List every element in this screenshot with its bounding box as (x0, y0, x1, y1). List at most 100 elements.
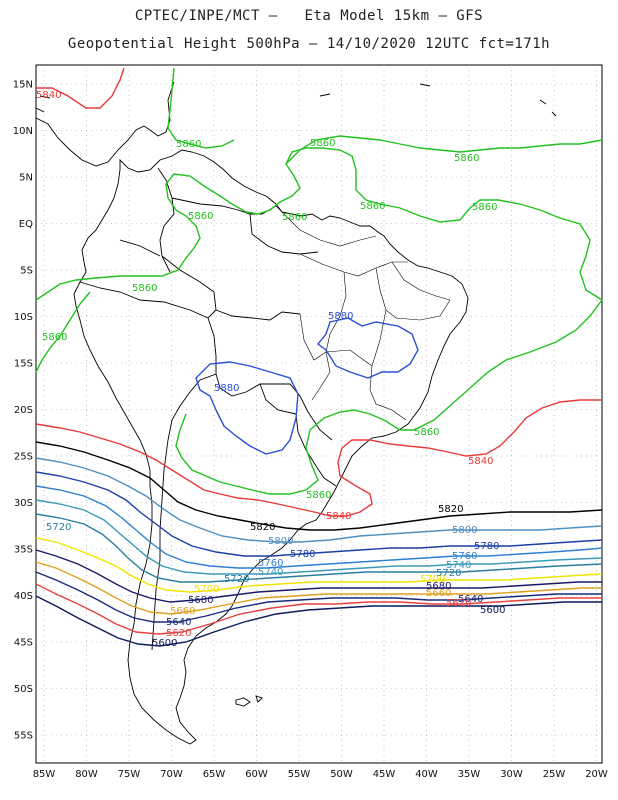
contour-label-5680: 5680 (426, 581, 451, 592)
contour-label-5680: 5680 (188, 595, 213, 606)
contour-5820-line (35, 441, 603, 531)
longitude-tick-label: 20W (585, 769, 608, 780)
contour-label-5800: 5800 (268, 536, 293, 547)
latitude-tick-label: 10N (13, 126, 33, 137)
contour-5860-line (167, 67, 235, 149)
latitude-tick-label: 50S (14, 684, 33, 695)
contour-label-5860: 5860 (42, 332, 67, 343)
latitude-tick-label: 10S (14, 312, 33, 323)
contour-5860-line (35, 291, 91, 373)
latitude-tick-label: 5S (20, 266, 33, 277)
contour-5740-line (35, 499, 603, 575)
contour-label-5600: 5600 (480, 605, 505, 616)
contour-label-5860: 5860 (310, 138, 335, 149)
contour-label-5860: 5860 (360, 201, 385, 212)
country-borders (79, 167, 337, 651)
coastlines (35, 81, 557, 745)
caribbean-islands (35, 83, 557, 117)
contour-label-5600: 5600 (152, 638, 177, 649)
contour-label-5720: 5720 (436, 568, 461, 579)
contour-label-5660: 5660 (170, 606, 195, 617)
axis-ticks: 15N 10N 5N EQ 5S 10S 15S 20S 25S 30S 35S 40S 45S 50S 5… (13, 80, 608, 781)
longitude-tick-label: 75W (118, 769, 141, 780)
contour-label-5820: 5820 (250, 522, 275, 533)
longitude-tick-label: 65W (203, 769, 226, 780)
contour-label-5860: 5860 (454, 153, 479, 164)
chart-title: CPTEC/INPE/MCT – Eta Model 15km – GFS (134, 8, 484, 24)
contour-5860-line (285, 135, 603, 165)
contour-label-5720: 5720 (224, 574, 249, 585)
longitude-tick-label: 30W (500, 769, 523, 780)
longitude-tick-label: 25W (543, 769, 566, 780)
contour-label-5860: 5860 (414, 427, 439, 438)
longitude-tick-label: 80W (75, 769, 98, 780)
contour-label-5860: 5860 (472, 202, 497, 213)
latitude-tick-label: 15S (14, 359, 33, 370)
contour-label-5860: 5860 (132, 283, 157, 294)
graticule (36, 65, 602, 763)
contour-label-5780: 5780 (474, 541, 499, 552)
falkland-islands (235, 695, 263, 707)
contour-5620-line (35, 583, 602, 635)
contour-5840-line (35, 399, 602, 517)
contour-label-5700: 5700 (194, 584, 219, 595)
latitude-tick-label: 5N (19, 173, 33, 184)
contour-label-5640: 5640 (166, 617, 191, 628)
latitude-tick-label: 15N (13, 80, 33, 91)
longitude-tick-label: 35W (458, 769, 481, 780)
contour-5600-line (35, 595, 602, 647)
map-frame (35, 64, 603, 764)
contour-5860-line (175, 299, 603, 495)
longitude-tick-label: 40W (415, 769, 438, 780)
contour-label-5860: 5860 (176, 139, 201, 150)
south-america-coast (73, 149, 469, 745)
contour-label-5760: 5760 (258, 558, 283, 569)
latitude-tick-label: 40S (14, 591, 33, 602)
contour-5800-line (35, 457, 603, 543)
longitude-tick-label: 55W (288, 769, 311, 780)
longitude-tick-label: 45W (373, 769, 396, 780)
contour-label-5740: 5740 (258, 567, 283, 578)
latitude-tick-label: 35S (14, 545, 33, 556)
latitude-tick-label: 20S (14, 405, 33, 416)
latitude-tick-label: 45S (14, 638, 33, 649)
contour-label-5620: 5620 (446, 598, 471, 609)
chart-subtitle: Geopotential Height 500hPa – 14/10/2020 … (67, 36, 551, 52)
contour-5700-line (35, 537, 603, 593)
contour-label-5840: 5840 (36, 90, 61, 101)
longitude-tick-label: 85W (33, 769, 56, 780)
contour-label-5820: 5820 (438, 504, 463, 515)
contour-label-5860: 5860 (188, 211, 213, 222)
contour-5880-line (317, 317, 419, 379)
contour-5780-line (35, 471, 603, 557)
contour-label-5620: 5620 (166, 628, 191, 639)
contour-5880-line (195, 361, 299, 455)
state-borders (275, 205, 451, 421)
latitude-tick-label: 25S (14, 452, 33, 463)
contour-label-5860: 5860 (282, 212, 307, 223)
longitude-tick-label: 50W (330, 769, 353, 780)
latitude-tick-label: 30S (14, 498, 33, 509)
latitude-tick-label: 55S (14, 731, 33, 742)
contour-label-5640: 5640 (458, 594, 483, 605)
contour-label-5700: 5700 (420, 574, 445, 585)
contour-5660-line (35, 561, 602, 615)
contour-label-5780: 5780 (290, 549, 315, 560)
longitude-tick-label: 60W (245, 769, 268, 780)
contour-5860-line (35, 147, 603, 301)
contour-5720-line (35, 513, 603, 583)
contour-5760-line (35, 485, 603, 569)
contour-5680-line (35, 549, 602, 603)
contour-label-5720: 5720 (46, 522, 71, 533)
latitude-tick-label: EQ (19, 219, 33, 230)
contour-5840-line (36, 67, 125, 109)
contour-label-5860: 5860 (306, 490, 331, 501)
contour-label-5840: 5840 (326, 511, 351, 522)
longitude-tick-label: 70W (160, 769, 183, 780)
contour-labels: 5880 5880 5860 5860 5860 5860 5860 5860 … (36, 90, 505, 649)
contour-label-5800: 5800 (452, 525, 477, 536)
contour-label-5660: 5660 (426, 588, 451, 599)
contour-label-5880: 5880 (328, 311, 353, 322)
contour-label-5760: 5760 (452, 551, 477, 562)
